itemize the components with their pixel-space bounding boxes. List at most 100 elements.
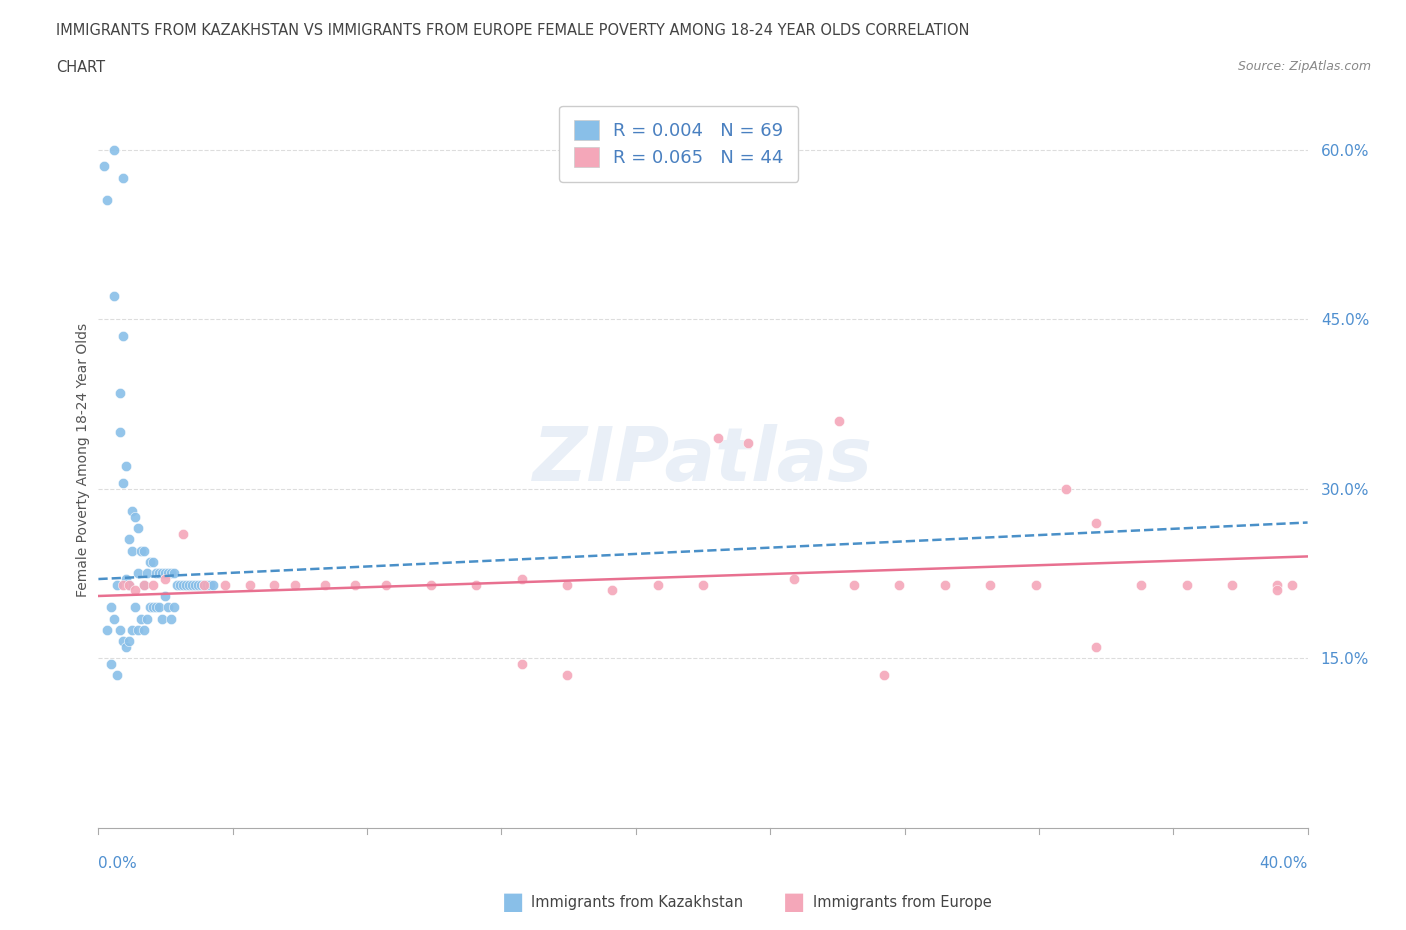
Point: [889, 578, 911, 592]
Point: [177, 578, 201, 592]
Point: [127, 622, 149, 637]
Point: [103, 611, 125, 626]
Point: [873, 668, 896, 683]
Point: [239, 578, 262, 592]
Point: [284, 578, 307, 592]
Point: [103, 289, 125, 304]
Point: [111, 633, 134, 648]
Point: [132, 622, 155, 637]
Point: [142, 554, 165, 569]
Point: [150, 566, 173, 581]
Point: [108, 425, 131, 440]
Point: [108, 385, 131, 400]
Point: [132, 578, 155, 592]
Point: [1357, 736, 1379, 751]
Point: [156, 566, 179, 581]
Text: ■: ■: [783, 890, 806, 914]
Point: [153, 566, 176, 581]
Point: [465, 578, 488, 592]
Point: [174, 578, 197, 592]
Text: ■: ■: [502, 890, 524, 914]
Point: [148, 600, 170, 615]
Point: [127, 521, 149, 536]
Point: [132, 578, 155, 592]
Point: [105, 578, 128, 592]
Point: [108, 622, 131, 637]
Point: [510, 572, 533, 587]
Point: [129, 611, 152, 626]
Point: [142, 578, 165, 592]
Point: [166, 578, 188, 592]
Point: [148, 566, 170, 581]
Point: [172, 526, 194, 541]
Point: [132, 543, 155, 558]
Point: [103, 142, 125, 157]
Point: [828, 413, 851, 428]
Point: [1281, 578, 1303, 592]
Point: [118, 633, 141, 648]
Point: [419, 578, 441, 592]
Point: [111, 578, 134, 592]
Point: [111, 475, 134, 490]
Point: [114, 640, 136, 655]
Point: [100, 657, 122, 671]
Point: [114, 572, 136, 587]
Point: [135, 611, 157, 626]
Point: [124, 600, 146, 615]
Point: [121, 543, 143, 558]
Point: [344, 578, 367, 592]
Point: [111, 170, 134, 185]
Point: [139, 554, 162, 569]
Point: [93, 159, 115, 174]
Point: [145, 566, 167, 581]
Point: [129, 543, 152, 558]
Point: [100, 600, 122, 615]
Point: [782, 572, 804, 587]
Y-axis label: Female Poverty Among 18-24 Year Olds: Female Poverty Among 18-24 Year Olds: [76, 324, 90, 597]
Point: [602, 583, 624, 598]
Point: [190, 578, 212, 592]
Point: [1054, 481, 1077, 496]
Point: [114, 458, 136, 473]
Point: [1024, 578, 1046, 592]
Point: [142, 600, 165, 615]
Point: [934, 578, 956, 592]
Point: [181, 578, 204, 592]
Point: [121, 504, 143, 519]
Point: [202, 578, 225, 592]
Point: [118, 578, 141, 592]
Text: CHART: CHART: [56, 60, 105, 75]
Point: [96, 193, 118, 207]
Point: [195, 578, 218, 592]
Point: [1130, 578, 1153, 592]
Point: [314, 578, 336, 592]
Point: [163, 600, 186, 615]
Text: 0.0%: 0.0%: [98, 857, 138, 871]
Point: [160, 566, 183, 581]
Point: [135, 566, 157, 581]
Point: [96, 622, 118, 637]
Point: [737, 436, 759, 451]
Point: [153, 572, 176, 587]
Point: [184, 578, 207, 592]
Point: [121, 622, 143, 637]
Point: [163, 566, 186, 581]
Point: [193, 578, 215, 592]
Point: [692, 578, 714, 592]
Point: [707, 431, 730, 445]
Text: IMMIGRANTS FROM KAZAKHSTAN VS IMMIGRANTS FROM EUROPE FEMALE POVERTY AMONG 18-24 : IMMIGRANTS FROM KAZAKHSTAN VS IMMIGRANTS…: [56, 23, 970, 38]
Point: [193, 578, 215, 592]
Point: [1175, 578, 1198, 592]
Point: [1220, 578, 1243, 592]
Point: [1085, 640, 1108, 655]
Point: [111, 328, 134, 343]
Point: [156, 600, 179, 615]
Point: [979, 578, 1001, 592]
Point: [145, 600, 167, 615]
Point: [510, 657, 533, 671]
Point: [1085, 515, 1108, 530]
Point: [172, 578, 194, 592]
Point: [150, 611, 173, 626]
Text: ZIPatlas: ZIPatlas: [533, 424, 873, 497]
Text: Source: ZipAtlas.com: Source: ZipAtlas.com: [1237, 60, 1371, 73]
